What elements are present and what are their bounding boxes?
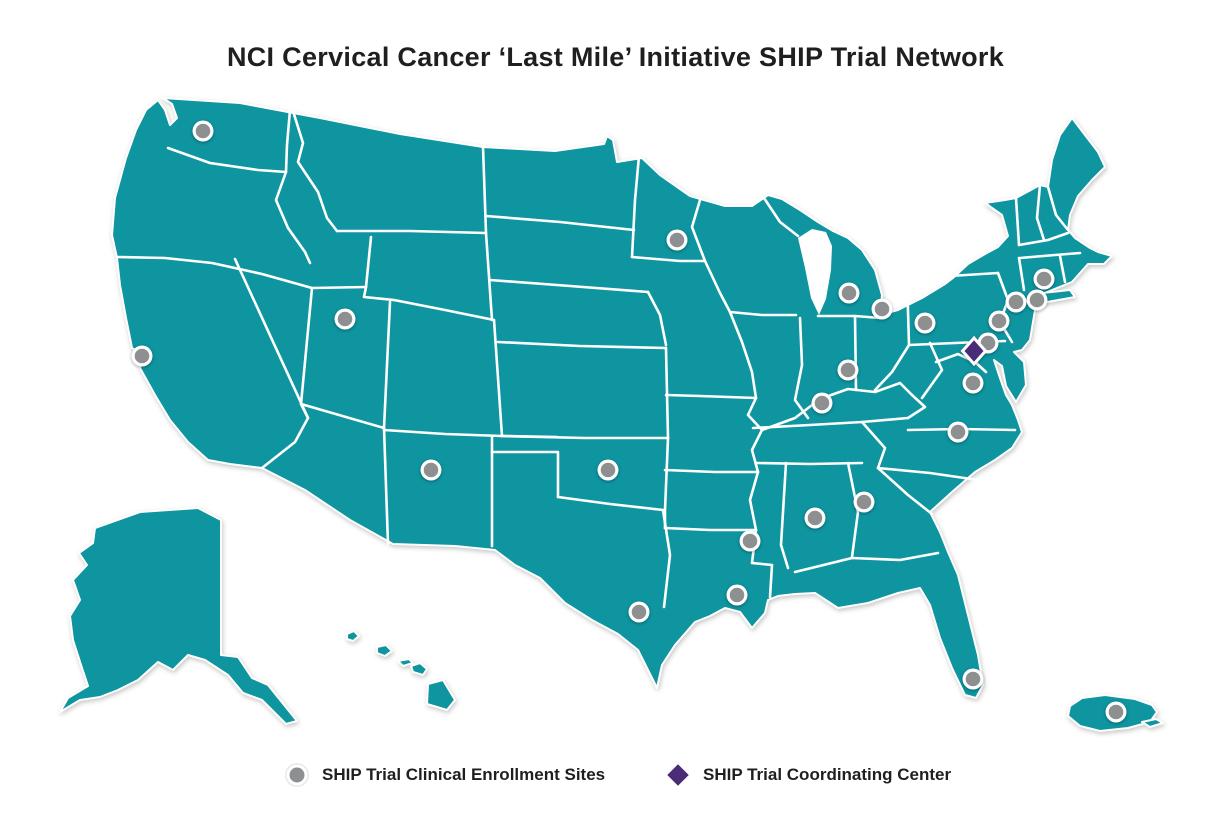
state-borders — [115, 108, 1082, 609]
legend-label-coordinating-center: SHIP Trial Coordinating Center — [703, 765, 952, 784]
legend-label-enrollment-sites: SHIP Trial Clinical Enrollment Sites — [322, 765, 606, 784]
enrollment-site-marker-pa-east[interactable] — [988, 310, 1010, 332]
enrollment-site-marker-nc[interactable] — [947, 421, 969, 443]
enrollment-site-marker-va[interactable] — [962, 372, 984, 394]
enrollment-site-marker-ny[interactable] — [1026, 289, 1048, 311]
hawaii-maui-shape — [410, 662, 428, 676]
hawaii-molokai-shape — [397, 658, 414, 667]
enrollment-site-marker-fl[interactable] — [962, 668, 984, 690]
enrollment-site-marker-wa[interactable] — [192, 120, 214, 142]
enrollment-site-marker-ok[interactable] — [597, 459, 619, 481]
legend-item-coordinating-center: SHIP Trial Coordinating Center — [664, 761, 951, 789]
enrollment-site-marker-nm[interactable] — [420, 459, 442, 481]
enrollment-site-marker-mi[interactable] — [838, 282, 860, 304]
enrollment-site-marker-nj[interactable] — [1005, 291, 1027, 313]
enrollment-site-marker-ut[interactable] — [334, 308, 356, 330]
enrollment-site-marker-ms[interactable] — [739, 530, 761, 552]
enrollment-site-marker-ky[interactable] — [811, 392, 833, 414]
enrollment-site-marker-ct[interactable] — [1033, 268, 1055, 290]
coordinating-center-marker[interactable] — [960, 335, 988, 367]
enrollment-site-marker-mn[interactable] — [666, 229, 688, 251]
enrollment-site-legend-icon — [285, 763, 309, 787]
hawaii-big-island-shape — [426, 679, 456, 711]
landmass-shapes — [59, 97, 1164, 732]
hawaii-kauai-shape — [346, 630, 360, 642]
enrollment-site-marker-in[interactable] — [837, 359, 859, 381]
enrollment-site-marker-ga[interactable] — [853, 491, 875, 513]
enrollment-site-marker-ca[interactable] — [131, 345, 153, 367]
coordinating-center-legend-icon — [664, 761, 692, 789]
hawaii-oahu-shape — [376, 644, 393, 657]
alaska-shape — [59, 507, 298, 725]
enrollment-site-marker-la[interactable] — [726, 584, 748, 606]
enrollment-site-marker-al[interactable] — [804, 507, 826, 529]
legend-item-enrollment-sites: SHIP Trial Clinical Enrollment Sites — [283, 761, 605, 789]
marker-layer — [131, 120, 1127, 723]
lake-michigan-shape — [798, 229, 832, 315]
vieques-shape — [1141, 718, 1164, 728]
enrollment-site-marker-pa-west[interactable] — [914, 312, 936, 334]
page-title: NCI Cervical Cancer ‘Last Mile’ Initiati… — [226, 42, 1005, 72]
enrollment-site-marker-tx[interactable] — [628, 601, 650, 623]
enrollment-site-marker-oh[interactable] — [871, 298, 893, 320]
enrollment-site-marker-pr[interactable] — [1105, 701, 1127, 723]
contiguous-us-shape — [111, 97, 1113, 699]
